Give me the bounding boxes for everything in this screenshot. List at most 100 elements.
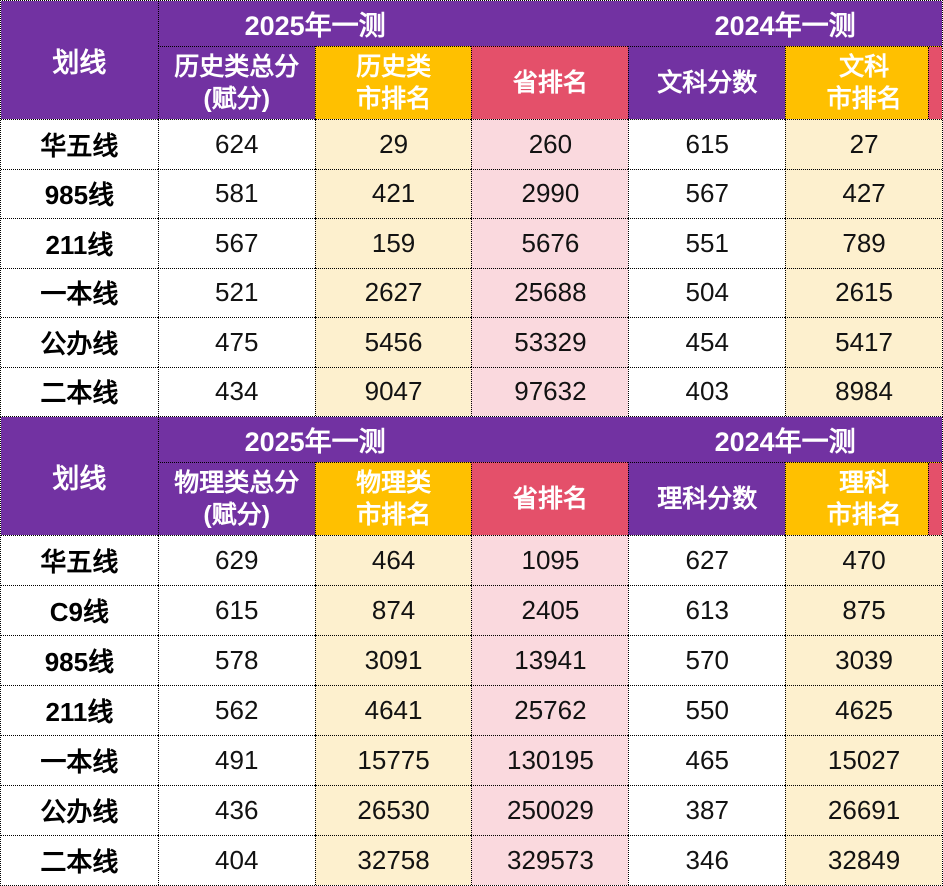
data-cell: 2405 <box>471 585 629 635</box>
data-cell: 32758 <box>314 835 472 885</box>
column-header: 历史类 市排名 <box>314 46 472 119</box>
year-2025-label: 2025年一测 <box>244 427 386 457</box>
row-label-cell: 一本线 <box>1 735 158 785</box>
corner-label: 划线 <box>52 463 107 494</box>
data-cell: 25688 <box>471 267 629 317</box>
column-header-line: 市排名 <box>356 501 432 529</box>
data-cell: 570 <box>628 635 786 685</box>
row-label-cell: 公办线 <box>1 785 158 835</box>
data-cell: 629 <box>157 535 315 585</box>
data-cell: 427 <box>785 168 942 218</box>
data-cell: 404 <box>157 835 315 885</box>
data-cell: 130195 <box>471 735 629 785</box>
data-cell: 387 <box>628 785 786 835</box>
data-cell: 874 <box>314 585 472 635</box>
data-cell: 25762 <box>471 685 629 735</box>
data-cell: 53329 <box>471 317 629 367</box>
data-cell: 615 <box>628 119 786 169</box>
data-cell: 5676 <box>471 218 629 268</box>
column-header-line: 省排名 <box>512 68 588 97</box>
row-label-cell: 211线 <box>1 218 158 268</box>
row-label-cell: 一本线 <box>1 267 158 317</box>
year-2024-header-cell: 2024年一测 <box>628 417 942 462</box>
data-cell: 436 <box>157 785 315 835</box>
data-cell: 465 <box>628 735 786 785</box>
data-cell: 15027 <box>785 735 942 785</box>
data-cell: 624 <box>157 119 315 169</box>
year-2025-header-cell: 2025年一测 <box>157 1 472 46</box>
column-header-line: 市排名 <box>826 85 902 113</box>
column-header-line: (赋分) <box>203 85 271 113</box>
data-cell: 2627 <box>314 267 472 317</box>
year-2024-header-cell: 2024年一测 <box>628 1 942 46</box>
data-cell: 504 <box>628 267 786 317</box>
data-cell: 15775 <box>314 735 472 785</box>
red-edge-strip <box>927 463 942 535</box>
row-label-cell: 211线 <box>1 685 158 735</box>
data-cell: 29 <box>314 119 472 169</box>
data-cell: 346 <box>628 835 786 885</box>
row-label-cell: 华五线 <box>1 119 158 169</box>
column-header-line: 历史类 <box>356 52 432 81</box>
column-header-line: 市排名 <box>356 85 432 113</box>
column-header: 理科 市排名 <box>785 462 942 535</box>
data-cell: 329573 <box>471 835 629 885</box>
data-cell: 551 <box>628 218 786 268</box>
data-cell: 3091 <box>314 635 472 685</box>
row-label-cell: 二本线 <box>1 366 158 416</box>
column-header-line: 历史类总分 <box>174 52 300 81</box>
data-cell: 5417 <box>785 317 942 367</box>
data-cell: 550 <box>628 685 786 735</box>
column-header: 历史类总分 (赋分) <box>157 46 315 119</box>
data-cell: 789 <box>785 218 942 268</box>
year-2024-label: 2024年一测 <box>714 427 856 457</box>
data-cell: 9047 <box>314 366 472 416</box>
column-header-line: 物理类总分 <box>174 468 300 497</box>
data-cell: 5456 <box>314 317 472 367</box>
row-label-cell: C9线 <box>1 585 158 635</box>
data-cell: 4641 <box>314 685 472 735</box>
column-header: 文科 市排名 <box>785 46 942 119</box>
row-label-cell: 985线 <box>1 168 158 218</box>
column-header: 物理类 市排名 <box>314 462 472 535</box>
column-header-line: 理科 <box>839 468 890 497</box>
data-cell: 562 <box>157 685 315 735</box>
red-edge-strip <box>927 47 942 119</box>
data-cell: 521 <box>157 267 315 317</box>
column-header: 理科分数 <box>628 462 786 535</box>
column-header-line: (赋分) <box>203 501 271 529</box>
row-label-cell: 二本线 <box>1 835 158 885</box>
data-cell: 159 <box>314 218 472 268</box>
data-cell: 567 <box>628 168 786 218</box>
data-cell: 627 <box>628 535 786 585</box>
data-cell: 4625 <box>785 685 942 735</box>
row-label-cell: 公办线 <box>1 317 158 367</box>
data-cell: 475 <box>157 317 315 367</box>
data-cell: 8984 <box>785 366 942 416</box>
row-label-cell: 985线 <box>1 635 158 685</box>
data-cell: 578 <box>157 635 315 685</box>
blank-header-cell <box>471 1 629 46</box>
column-header: 物理类总分 (赋分) <box>157 462 315 535</box>
corner-label: 划线 <box>52 47 107 78</box>
year-2025-header-cell: 2025年一测 <box>157 417 472 462</box>
data-cell: 421 <box>314 168 472 218</box>
column-header: 省排名 <box>471 462 629 535</box>
data-cell: 2990 <box>471 168 629 218</box>
blank-header-cell <box>471 417 629 462</box>
score-table: 划线 2025年一测 2024年一测 物理类总分 (赋分) 物理类 市排名 省排名 理科分… <box>0 417 943 886</box>
data-cell: 454 <box>628 317 786 367</box>
data-cell: 97632 <box>471 366 629 416</box>
column-header: 省排名 <box>471 46 629 119</box>
data-cell: 13941 <box>471 635 629 685</box>
column-header-line: 文科 <box>839 52 890 81</box>
corner-header-cell: 划线 <box>1 417 158 535</box>
data-cell: 26691 <box>785 785 942 835</box>
data-cell: 615 <box>157 585 315 635</box>
data-cell: 2615 <box>785 267 942 317</box>
column-header: 文科分数 <box>628 46 786 119</box>
year-2025-label: 2025年一测 <box>244 11 386 41</box>
data-cell: 250029 <box>471 785 629 835</box>
corner-header-cell: 划线 <box>1 1 158 119</box>
